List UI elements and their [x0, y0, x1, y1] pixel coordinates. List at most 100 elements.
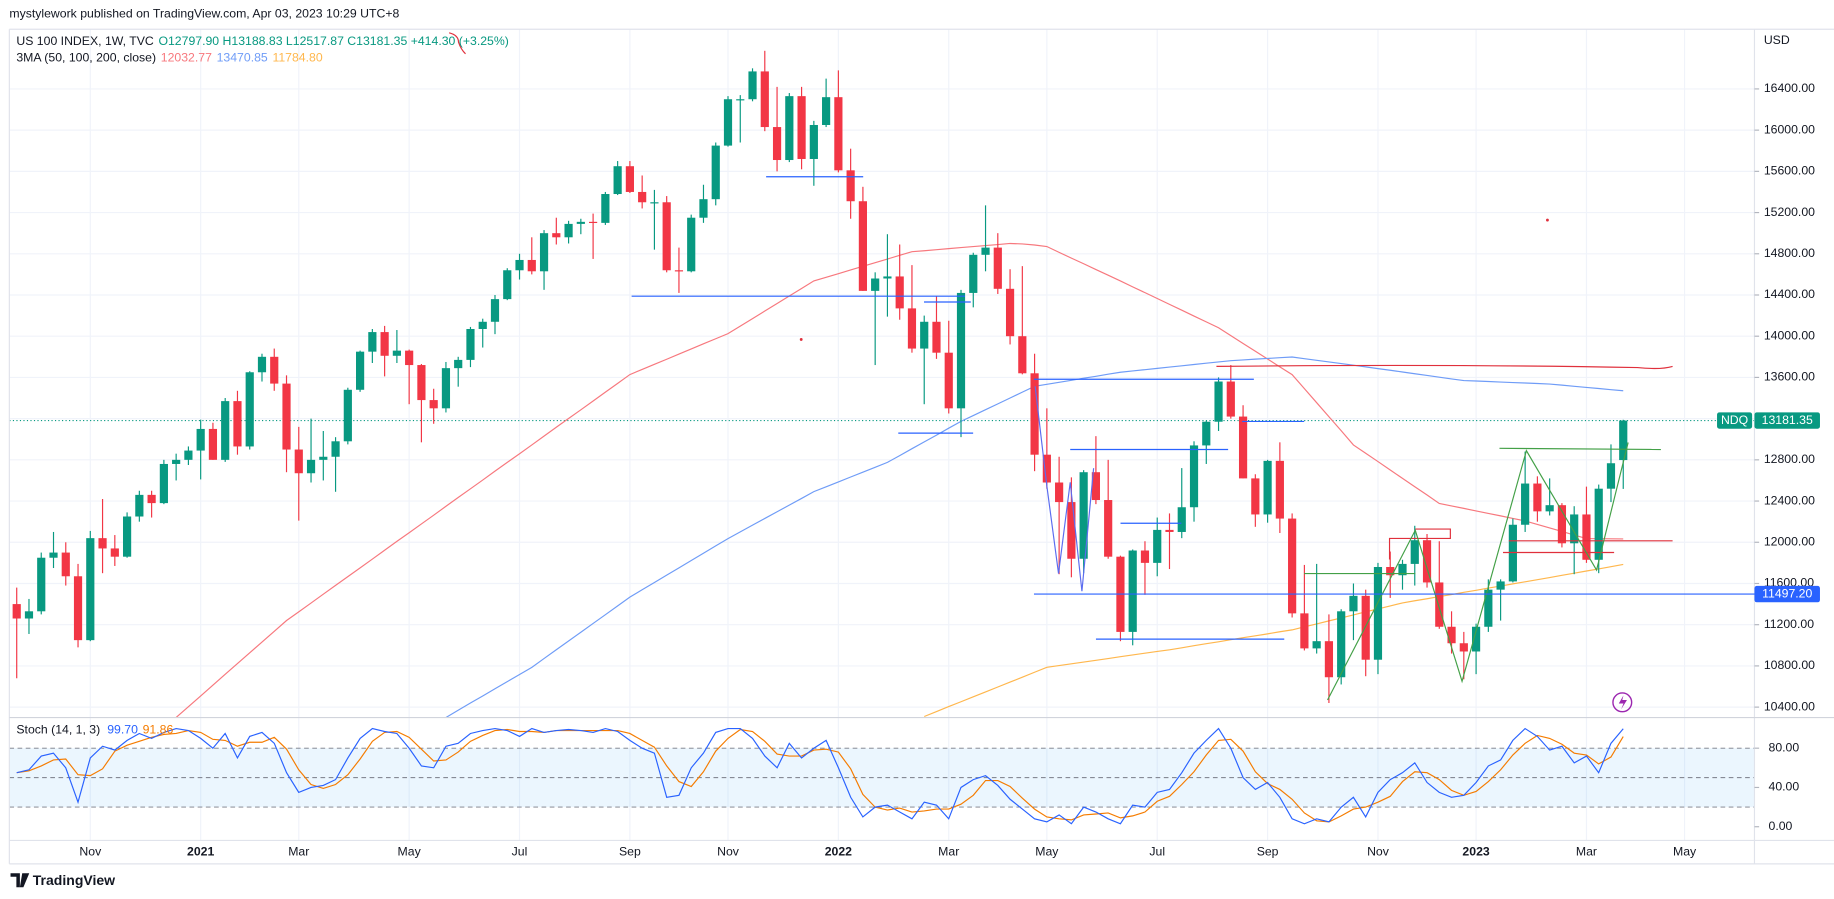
x-tick-label: Sep — [619, 844, 641, 858]
candle-body — [723, 99, 733, 146]
candle-body — [527, 259, 536, 272]
candle-body — [1349, 595, 1358, 612]
candle-body — [441, 368, 451, 409]
candle-body — [1582, 514, 1591, 560]
y-tick-label: 15200.00 — [1764, 205, 1815, 219]
candle-body — [294, 449, 303, 474]
candle-body — [1398, 563, 1407, 576]
candle-body — [1606, 463, 1616, 489]
y-tick-label: 80.00 — [1769, 740, 1800, 754]
candle-body — [417, 365, 426, 401]
x-tick-label: May — [1035, 844, 1059, 858]
candle-body — [454, 359, 463, 369]
candle-body — [490, 299, 500, 322]
candle-body — [37, 557, 46, 612]
candle-body — [1042, 454, 1051, 483]
candle-body — [245, 372, 254, 447]
x-tick-label: Mar — [1576, 844, 1597, 858]
candle-body — [662, 202, 671, 271]
candle-body — [368, 332, 377, 352]
candle-body — [576, 221, 585, 224]
candle-body — [736, 99, 745, 101]
candle-body — [1557, 505, 1567, 544]
candle-body — [86, 538, 95, 641]
candle-body — [1324, 641, 1334, 678]
candle-body — [748, 71, 757, 100]
candle-body — [944, 352, 953, 409]
candle-body — [1594, 488, 1603, 560]
candle-body — [1202, 421, 1211, 446]
candle-body — [932, 321, 941, 353]
brand-name: TradingView — [33, 872, 115, 888]
candle-body — [1275, 460, 1284, 519]
candle-body — [1471, 626, 1481, 652]
candle-body — [1533, 483, 1542, 512]
y-tick-label: 16000.00 — [1764, 122, 1815, 136]
x-tick-label: Mar — [938, 844, 959, 858]
candle-body — [1165, 529, 1174, 532]
candle-body — [1140, 550, 1150, 563]
legend-stoch: Stoch (14, 1, 3) 99.70 91.86 — [16, 723, 173, 737]
candle-body — [172, 459, 181, 464]
candle-body — [589, 221, 598, 224]
candle-body — [1459, 643, 1468, 652]
y-tick-label: 15600.00 — [1764, 164, 1815, 178]
candle-body — [1263, 460, 1272, 515]
candle-body — [760, 71, 769, 128]
candle-body — [822, 97, 831, 125]
candle-body — [1128, 550, 1137, 632]
event-icon[interactable] — [1612, 692, 1633, 713]
legend-symbol-name: US 100 INDEX, 1W, TVC — [16, 34, 154, 48]
candle-body — [1177, 507, 1186, 532]
candle-body — [135, 494, 144, 517]
drawn-zigzag — [1034, 386, 1095, 592]
candle-body — [1570, 514, 1579, 544]
candle-body — [993, 247, 1002, 289]
candle-body — [711, 145, 720, 200]
candle-body — [319, 456, 328, 460]
y-tick-label: 14400.00 — [1764, 287, 1815, 301]
legend-symbol: US 100 INDEX, 1W, TVC O12797.90 H13188.83… — [16, 34, 509, 48]
legend-stoch-title: Stoch (14, 1, 3) — [16, 723, 100, 737]
candle-body — [1312, 641, 1321, 649]
candle-body — [638, 191, 647, 203]
candle-body — [601, 194, 610, 223]
candle-body — [1104, 500, 1113, 557]
candle-body — [1496, 581, 1505, 590]
candle-body — [24, 611, 34, 619]
legend-ma-value: 13470.85 — [217, 51, 268, 65]
moving-average-line — [924, 563, 1624, 718]
candle-body — [1447, 626, 1456, 644]
candle-body — [429, 400, 438, 409]
candle-body — [221, 401, 230, 460]
candle-body — [1238, 416, 1248, 479]
y-tick-label: 40.00 — [1769, 780, 1800, 794]
y-tick-label: 12000.00 — [1764, 535, 1815, 549]
candle-body — [73, 576, 83, 641]
x-tick-label: Nov — [717, 844, 740, 858]
last-price-label: 13181.35 — [1762, 413, 1813, 427]
event-icon-bolt — [1618, 695, 1627, 710]
candle-body — [196, 428, 205, 451]
candle-body — [1288, 518, 1297, 614]
price-marker-label: 11497.20 — [1762, 586, 1812, 600]
candle-body — [12, 604, 21, 619]
candle-body — [503, 270, 512, 300]
candle-body — [282, 383, 291, 450]
x-tick-label: Nov — [79, 844, 102, 858]
candle-body — [1300, 613, 1309, 649]
candle-body — [907, 308, 917, 349]
candle-body — [98, 538, 107, 549]
candle-body — [1079, 472, 1088, 559]
legend-ohlc: O12797.90 H13188.83 L12517.87 C13181.35 … — [158, 34, 508, 48]
candle-body — [1619, 420, 1628, 461]
price-marker-box — [1754, 585, 1820, 603]
x-tick-label: May — [398, 844, 422, 858]
candle-body — [871, 278, 880, 291]
candle-body — [687, 217, 696, 272]
candle-body — [110, 548, 119, 557]
x-tick-label: 2023 — [1462, 844, 1489, 858]
drawings — [448, 32, 1673, 713]
candle-body — [122, 516, 132, 557]
